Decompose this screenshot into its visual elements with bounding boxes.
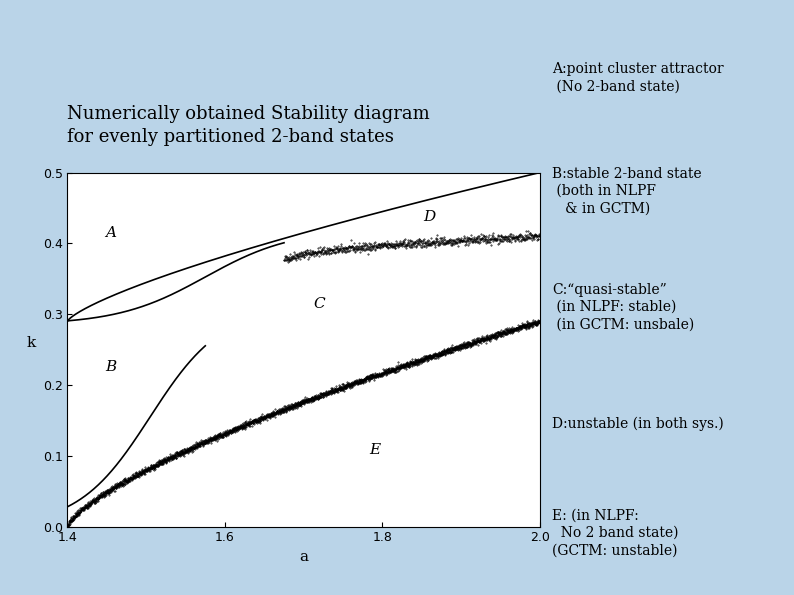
Text: E: E bbox=[369, 443, 380, 457]
X-axis label: a: a bbox=[299, 550, 308, 564]
Text: A: A bbox=[106, 226, 116, 240]
Text: C: C bbox=[314, 296, 326, 311]
Text: D: D bbox=[423, 210, 436, 224]
Text: A:point cluster attractor
 (No 2-band state): A:point cluster attractor (No 2-band sta… bbox=[552, 62, 723, 94]
Text: E: (in NLPF:
  No 2 band state)
(GCTM: unstable): E: (in NLPF: No 2 band state) (GCTM: uns… bbox=[552, 509, 678, 558]
Text: B: B bbox=[105, 360, 117, 374]
Text: B:stable 2-band state
 (both in NLPF
   & in GCTM): B:stable 2-band state (both in NLPF & in… bbox=[552, 167, 701, 215]
Y-axis label: k: k bbox=[27, 336, 37, 349]
Text: D:unstable (in both sys.): D:unstable (in both sys.) bbox=[552, 416, 723, 431]
Text: Numerically obtained Stability diagram
for evenly partitioned 2-band states: Numerically obtained Stability diagram f… bbox=[67, 105, 430, 146]
Text: C:“quasi-stable”
 (in NLPF: stable)
 (in GCTM: unsbale): C:“quasi-stable” (in NLPF: stable) (in G… bbox=[552, 283, 694, 331]
